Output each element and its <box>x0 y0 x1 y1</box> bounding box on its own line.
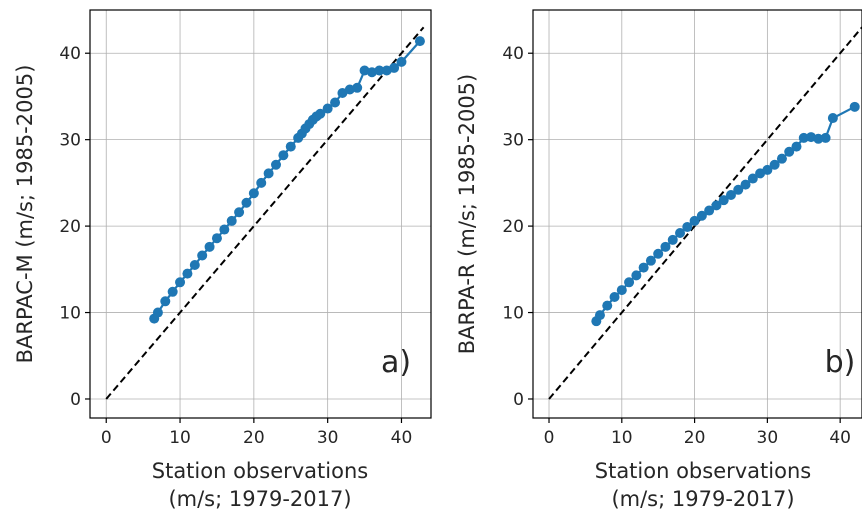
data-point <box>747 173 758 184</box>
data-point <box>160 296 171 307</box>
data-point <box>849 101 860 112</box>
data-point <box>638 262 649 273</box>
x-axis-label: Station observations (m/s; 1979-2017) <box>595 459 811 511</box>
y-tick-label: 40 <box>59 44 81 64</box>
data-point <box>689 215 700 226</box>
data-point <box>624 277 635 288</box>
data-point <box>330 97 341 108</box>
data-point <box>219 224 230 235</box>
x-tick-label: 10 <box>169 428 191 448</box>
data-point <box>645 255 656 266</box>
y-tick-label: 30 <box>59 131 81 151</box>
y-axis-label: BARPA-R (m/s; 1985-2005) <box>455 74 479 355</box>
panel-a: 0 10 20 30 40 0 10 20 30 40 Station observations (m… <box>13 9 432 511</box>
data-point <box>189 260 200 270</box>
data-point <box>263 168 274 179</box>
data-point <box>696 210 707 221</box>
x-axis-label: Station observations (m/s; 1979-2017) <box>152 459 368 511</box>
data-point <box>711 200 722 211</box>
data-point <box>256 177 267 188</box>
x-tick-label: 40 <box>829 428 851 448</box>
data-point <box>740 179 751 190</box>
data-point <box>182 268 193 279</box>
data-point <box>776 153 787 164</box>
y-tick-label: 0 <box>513 390 524 410</box>
plot-area <box>105 26 425 400</box>
data-point <box>152 307 163 318</box>
y-tick-label: 0 <box>70 390 81 410</box>
data-point <box>791 141 802 152</box>
y-tick-label: 10 <box>59 304 81 324</box>
data-point <box>241 197 252 208</box>
series-line <box>153 40 421 320</box>
data-point <box>175 277 186 288</box>
data-point <box>682 221 693 232</box>
axes-frame <box>532 9 862 419</box>
data-point <box>234 207 245 218</box>
data-point <box>167 286 178 297</box>
data-point <box>820 132 831 143</box>
data-point <box>609 291 620 302</box>
x-tick-label: 10 <box>611 428 633 448</box>
y-tick-label: 40 <box>502 44 524 64</box>
data-point <box>248 188 259 199</box>
x-tick-label: 30 <box>317 428 339 448</box>
y-tick-label: 20 <box>502 217 524 237</box>
one-to-one-reference-line <box>105 26 425 400</box>
data-point <box>374 65 385 76</box>
x-tick-label: 30 <box>757 428 779 448</box>
data-point <box>631 270 642 281</box>
data-point <box>827 113 838 124</box>
data-point <box>278 150 289 161</box>
panel-b: 0 10 20 30 40 0 10 20 30 40 Station observations (m… <box>455 9 862 511</box>
data-point <box>322 103 333 114</box>
data-point <box>725 189 736 200</box>
data-point <box>602 300 613 311</box>
data-point <box>271 159 281 170</box>
data-point <box>784 146 795 157</box>
axes-frame <box>89 9 432 419</box>
plot-area <box>548 26 862 400</box>
x-tick-label: 0 <box>544 428 555 448</box>
data-point <box>653 248 664 259</box>
data-point <box>660 241 671 252</box>
data-point <box>704 205 715 216</box>
data-point <box>594 310 605 321</box>
y-axis-label: BARPAC-M (m/s; 1985-2005) <box>13 65 37 364</box>
data-point <box>197 250 208 261</box>
data-point <box>762 164 773 175</box>
data-point <box>667 234 678 245</box>
data-point <box>798 132 809 143</box>
data-point <box>315 108 326 119</box>
x-tick-label: 0 <box>101 428 112 448</box>
data-point <box>733 184 744 195</box>
data-point <box>204 241 215 252</box>
data-point <box>211 233 222 244</box>
data-point <box>813 133 824 144</box>
data-point <box>769 159 780 170</box>
x-tick-label: 20 <box>243 428 265 448</box>
data-point <box>718 195 729 206</box>
data-point <box>352 82 363 93</box>
y-tick-label: 20 <box>59 217 81 237</box>
x-tick-label: 20 <box>684 428 706 448</box>
data-point <box>389 62 400 73</box>
data-point <box>226 215 237 226</box>
x-axis-label-line: Station observations <box>152 459 368 483</box>
data-point <box>414 36 425 47</box>
x-tick-label: 40 <box>391 428 413 448</box>
data-point <box>285 141 296 152</box>
y-tick-label: 30 <box>502 131 524 151</box>
panel-tag: a) <box>381 345 411 380</box>
data-point <box>616 285 627 296</box>
data-point <box>396 56 407 67</box>
data-point <box>675 228 686 239</box>
x-axis-label-line: Station observations <box>595 459 811 483</box>
panel-tag: b) <box>825 345 856 380</box>
y-tick-label: 10 <box>502 304 524 324</box>
x-axis-label-line: (m/s; 1979-2017) <box>168 487 351 511</box>
x-axis-label-line: (m/s; 1979-2017) <box>611 487 794 511</box>
